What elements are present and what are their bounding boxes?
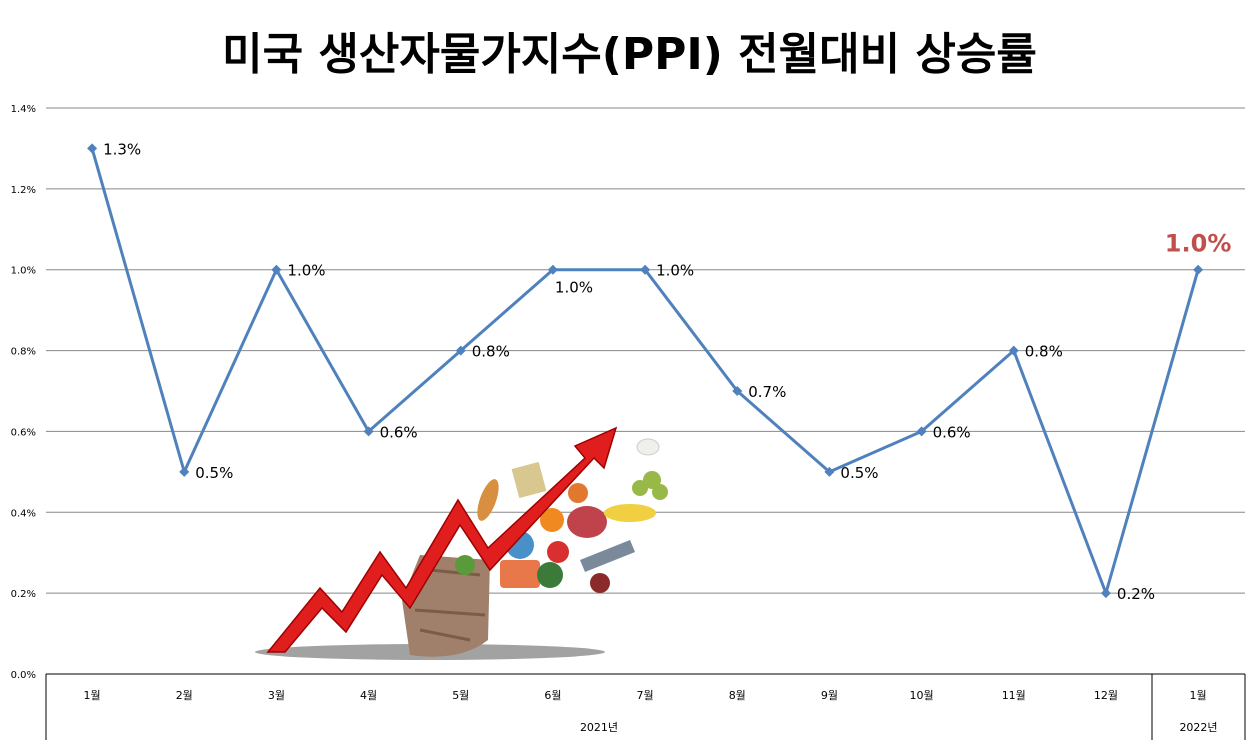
data-label: 0.7% [748, 383, 786, 401]
year-label: 2022년 [1179, 721, 1217, 734]
x-tick-label: 5월 [452, 689, 469, 702]
chart-title: 미국 생산자물가지수(PPI) 전월대비 상승률 [222, 29, 1037, 80]
y-tick-label: 0.6% [11, 427, 36, 438]
x-axis: 1월 2월 3월 4월 5월 6월 7월 8월 9월 10월 11월 12월 1월 2021년 2022년 [84, 689, 1218, 734]
year-label: 2021년 [580, 721, 618, 734]
y-tick-label: 0.0% [11, 670, 36, 681]
data-label: 0.5% [195, 464, 233, 482]
data-label: 1.0% [287, 262, 325, 280]
data-point [547, 264, 558, 275]
data-point [1008, 345, 1019, 356]
data-labels: 1.3% 0.5% 1.0% 0.6% 0.8% 1.0% 1.0% 0.7% 0.5% 0.6%… [103, 140, 1231, 603]
y-tick-label: 0.8% [11, 347, 36, 358]
x-tick-label: 11월 [1002, 689, 1026, 702]
data-point [916, 426, 927, 437]
grid [45, 107, 1246, 740]
x-tick-label: 7월 [637, 689, 654, 702]
x-tick-label: 2월 [176, 689, 193, 702]
y-tick-label: 0.4% [11, 508, 36, 519]
data-point [87, 143, 98, 154]
data-label: 0.8% [472, 343, 510, 361]
data-point [640, 264, 651, 275]
x-tick-label: 10월 [910, 689, 934, 702]
y-tick-label: 0.2% [11, 589, 36, 600]
data-label: 1.3% [103, 140, 141, 158]
data-point [363, 426, 374, 437]
y-axis-ticks: 0.0% 0.2% 0.4% 0.6% 0.8% 1.0% 1.2% 1.4% [11, 104, 36, 681]
data-point [271, 264, 282, 275]
series-line-path [90, 148, 1200, 595]
y-tick-label: 1.2% [11, 185, 36, 196]
data-points [87, 143, 1204, 599]
x-tick-label: 3월 [268, 689, 285, 702]
rising-prices-illustration [255, 426, 668, 660]
data-point [824, 466, 835, 477]
data-label: 1.0% [656, 262, 694, 280]
x-tick-label: 1월 [84, 689, 101, 702]
x-tick-label: 12월 [1094, 689, 1118, 702]
data-label: 0.5% [840, 464, 878, 482]
data-point [179, 466, 190, 477]
y-tick-label: 1.4% [11, 104, 36, 115]
data-label: 0.6% [933, 423, 971, 441]
data-point [732, 386, 743, 396]
x-tick-label: 8월 [729, 689, 746, 702]
data-label: 1.0% [1165, 230, 1232, 258]
data-point [1100, 588, 1111, 599]
x-tick-label: 1월 [1190, 689, 1207, 702]
data-point [1193, 264, 1204, 275]
data-label: 0.6% [380, 423, 418, 441]
data-label: 0.8% [1025, 343, 1063, 361]
series-line [90, 148, 1200, 595]
x-tick-label: 9월 [821, 689, 838, 702]
x-tick-label: 4월 [360, 689, 377, 702]
data-label: 0.2% [1117, 585, 1155, 603]
y-tick-label: 1.0% [11, 266, 36, 277]
data-label: 1.0% [555, 279, 593, 297]
x-tick-label: 6월 [544, 689, 561, 702]
data-point [455, 345, 466, 356]
